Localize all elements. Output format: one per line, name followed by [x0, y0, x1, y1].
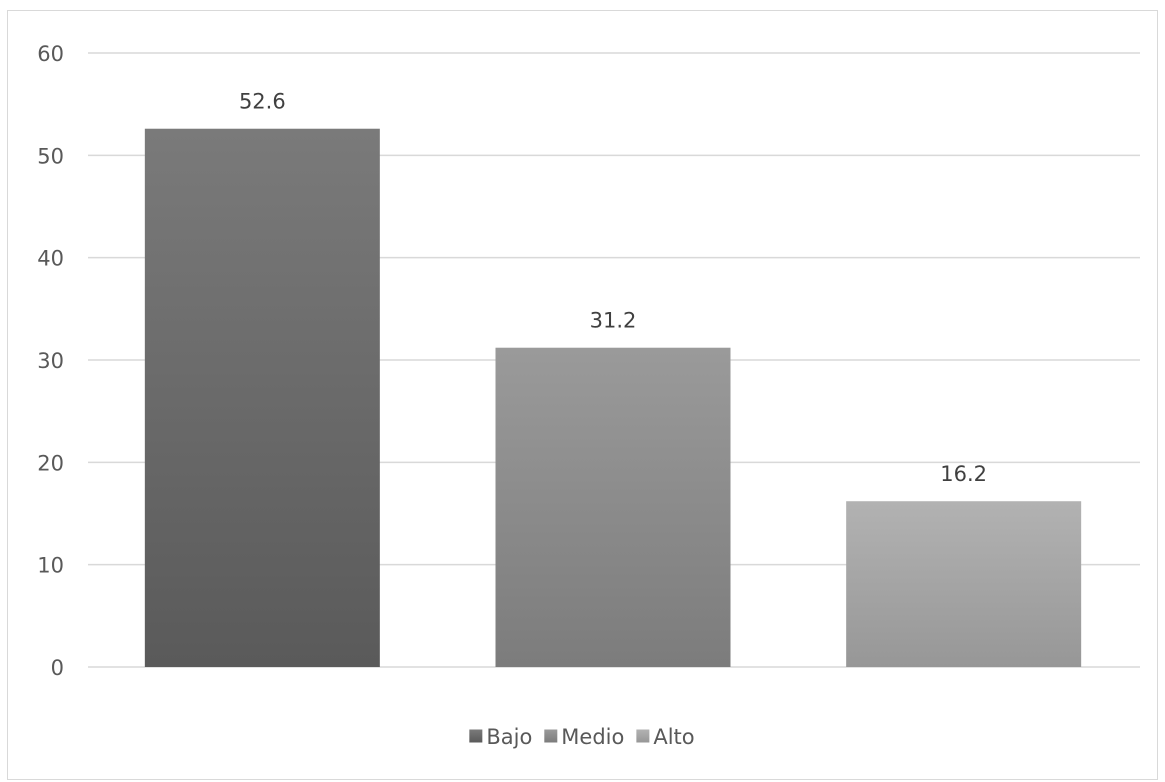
data-labels: 52.6 31.2 16.2: [239, 90, 987, 486]
y-tick-label: 0: [51, 656, 64, 680]
data-label: 16.2: [940, 462, 987, 486]
y-tick-label: 20: [37, 451, 64, 475]
data-label: 31.2: [590, 309, 637, 333]
y-tick-label: 40: [37, 247, 64, 271]
y-axis-ticks: 0 10 20 30 40 50 60: [37, 42, 64, 680]
legend-swatch: [469, 729, 483, 743]
legend-swatch: [544, 729, 558, 743]
bar-alto: [846, 501, 1082, 667]
legend-label: Medio: [561, 725, 624, 749]
y-tick-label: 10: [37, 554, 64, 578]
y-tick-label: 30: [37, 349, 64, 373]
data-label: 52.6: [239, 90, 286, 114]
y-tick-label: 60: [37, 42, 64, 66]
bar-bajo: [144, 128, 380, 667]
legend-label: Alto: [653, 725, 694, 749]
bar-medio: [495, 347, 731, 667]
legend: Bajo Medio Alto: [469, 725, 695, 749]
bars: [144, 128, 1082, 667]
legend-item-medio: Medio: [544, 725, 624, 749]
legend-swatch: [636, 729, 650, 743]
legend-item-alto: Alto: [636, 725, 695, 749]
y-tick-label: 50: [37, 144, 64, 168]
legend-item-bajo: Bajo: [469, 725, 532, 749]
legend-label: Bajo: [486, 725, 532, 749]
